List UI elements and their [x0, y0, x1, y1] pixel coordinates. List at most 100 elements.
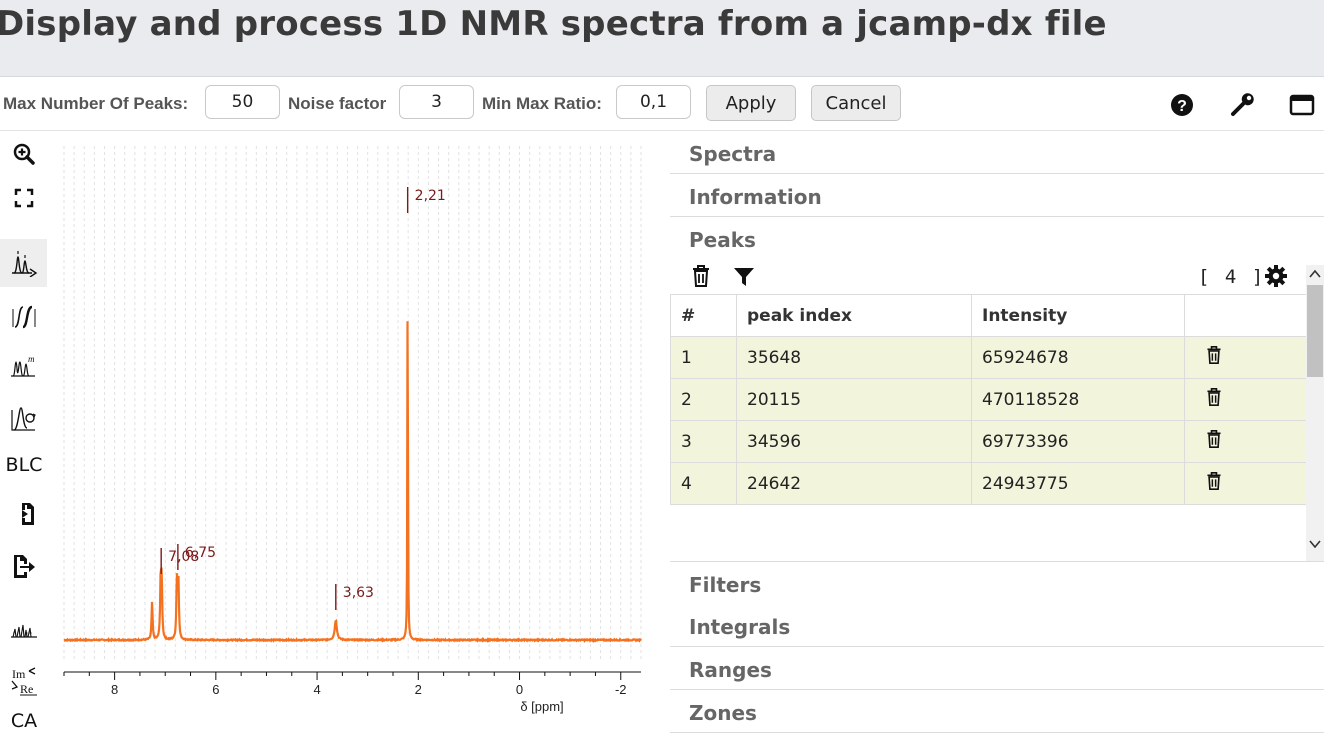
svg-text:Re: Re [20, 682, 33, 696]
delete-peak-icon[interactable] [1205, 429, 1223, 449]
column-header-intensity[interactable]: Intensity [971, 294, 1185, 337]
ranges-section-header[interactable]: Ranges [670, 647, 1324, 690]
peak-label-text: 2,21 [415, 188, 446, 204]
peak-picking-icon [11, 251, 37, 277]
peak-picking-tool[interactable] [0, 239, 47, 287]
peak-index: 35648 [736, 336, 972, 379]
row-actions [1184, 420, 1306, 463]
export-tool[interactable] [2, 549, 46, 583]
zones-section-header[interactable]: Zones [670, 690, 1324, 733]
help-icon[interactable]: ? [1169, 92, 1195, 118]
peaks-section-title: Peaks [689, 228, 756, 252]
delete-peak-icon[interactable] [1205, 387, 1223, 407]
peak-number: 3 [670, 420, 737, 463]
left-toolbar: m BLC Im [0, 131, 48, 742]
peak-label[interactable]: 3,63 [335, 584, 374, 610]
x-axis-tick-label: 8 [111, 682, 118, 697]
filters-section-header[interactable]: Filters [670, 561, 1324, 605]
baseline-correction-tool[interactable]: BLC [2, 449, 46, 481]
svg-text:m: m [28, 354, 35, 364]
zoom-in-tool[interactable] [2, 139, 46, 169]
fit-fullscreen-tool[interactable] [2, 183, 46, 213]
import-tool[interactable] [2, 497, 46, 531]
real-imaginary-icon: Im Re [11, 667, 37, 696]
ranges-section-title: Ranges [689, 658, 772, 682]
zones-section-title: Zones [689, 701, 757, 725]
filters-section-title: Filters [689, 573, 762, 597]
spectra-section-header[interactable]: Spectra [670, 131, 1324, 174]
peak-index: 24642 [736, 462, 972, 505]
peaks-scrollbar[interactable] [1306, 265, 1324, 561]
peak-label-text: 3,63 [343, 585, 374, 601]
peak-index: 20115 [736, 378, 972, 421]
peaks-section-header[interactable]: Peaks [670, 217, 1324, 259]
table-row[interactable]: 3 34596 69773396 [670, 420, 1306, 463]
svg-text:Im: Im [12, 667, 26, 681]
noise-factor-label: Noise factor [288, 94, 387, 113]
spectrum-trace [63, 321, 642, 643]
peak-intensity: 65924678 [971, 336, 1185, 379]
spectrum-stack-icon [11, 624, 37, 638]
column-header-actions [1184, 294, 1306, 337]
table-row[interactable]: 2 20115 470118528 [670, 378, 1306, 421]
min-max-ratio-input[interactable] [616, 85, 691, 119]
peak-label[interactable]: 7,08 [160, 548, 199, 574]
spectrum-stack-tool[interactable] [2, 611, 46, 645]
peak-label[interactable]: 6,75 [177, 544, 216, 570]
peaks-table-header-row: # peak index Intensity [670, 294, 1306, 337]
peaks-count: [ 4 ] [1198, 266, 1266, 288]
x-axis-tick-label: 2 [415, 682, 422, 697]
peak-labels: 2,21 7,086,75 3,63 [160, 187, 446, 610]
peak-intensity: 69773396 [971, 420, 1185, 463]
spectrum-grid [63, 146, 642, 662]
x-axis-tick-label: -2 [615, 682, 627, 697]
real-imaginary-tool[interactable]: Im Re [2, 663, 46, 699]
max-peaks-label: Max Number Of Peaks: [3, 94, 189, 113]
delete-all-peaks-icon[interactable] [690, 264, 712, 288]
peak-label-text: 7,08 [168, 549, 199, 565]
wrench-icon[interactable] [1229, 92, 1255, 118]
baseline-correction-label: BLC [5, 454, 43, 476]
spectrum-viewer[interactable]: 8 6 4 2 0 -2 2,21 7,08 6,75 3,63 δ [ppm] [48, 131, 656, 729]
fit-fullscreen-icon [14, 188, 34, 208]
scroll-thumb[interactable] [1307, 285, 1323, 377]
table-row[interactable]: 1 35648 65924678 [670, 336, 1306, 379]
integral-icon [12, 305, 36, 329]
noise-factor-input[interactable] [399, 85, 474, 119]
delete-peak-icon[interactable] [1205, 345, 1223, 365]
x-axis-tick-label: 4 [313, 682, 320, 697]
zoom-in-icon [13, 143, 35, 165]
spectrum-chart[interactable]: 8 6 4 2 0 -2 2,21 7,086,75 3,63 δ [ppm] [48, 131, 656, 729]
peaks-table: # peak index Intensity 1 35648 65924678 [670, 294, 1306, 505]
table-row[interactable]: 4 24642 24943775 [670, 462, 1306, 505]
integrals-section-header[interactable]: Integrals [670, 604, 1324, 647]
integral-tool[interactable] [2, 297, 46, 337]
column-header-number[interactable]: # [670, 294, 737, 337]
peaks-settings-gear-icon[interactable] [1264, 264, 1288, 288]
page-title: Display and process 1D NMR spectra from … [0, 4, 1107, 44]
scroll-down-arrow-icon[interactable] [1309, 539, 1321, 549]
x-axis: 8 6 4 2 0 -2 [63, 671, 641, 697]
ca-tool[interactable]: CA [2, 705, 46, 737]
cancel-button[interactable]: Cancel [811, 85, 901, 121]
multiplet-tool[interactable]: m [2, 347, 46, 387]
peak-picking-options-bar: Max Number Of Peaks: Noise factor Min Ma… [0, 78, 1324, 131]
window-icon[interactable] [1289, 92, 1315, 118]
scroll-up-arrow-icon[interactable] [1309, 269, 1321, 279]
apply-button[interactable]: Apply [706, 85, 796, 121]
x-axis-tick-label: 0 [516, 682, 523, 697]
peak-label[interactable]: 2,21 [406, 187, 446, 213]
peaks-toolbar: [ 4 ] [670, 261, 1324, 294]
row-actions [1184, 378, 1306, 421]
peak-label-text: 6,75 [185, 545, 216, 561]
phase-correction-tool[interactable] [2, 399, 46, 439]
column-header-peak-index[interactable]: peak index [736, 294, 972, 337]
x-axis-label: δ [ppm] [520, 699, 563, 714]
spectra-section-title: Spectra [689, 142, 777, 166]
filter-icon[interactable] [733, 266, 755, 288]
peak-index: 34596 [736, 420, 972, 463]
integrals-section-title: Integrals [689, 615, 791, 639]
delete-peak-icon[interactable] [1205, 471, 1223, 491]
information-section-header[interactable]: Information [670, 174, 1324, 217]
max-peaks-input[interactable] [205, 85, 280, 119]
